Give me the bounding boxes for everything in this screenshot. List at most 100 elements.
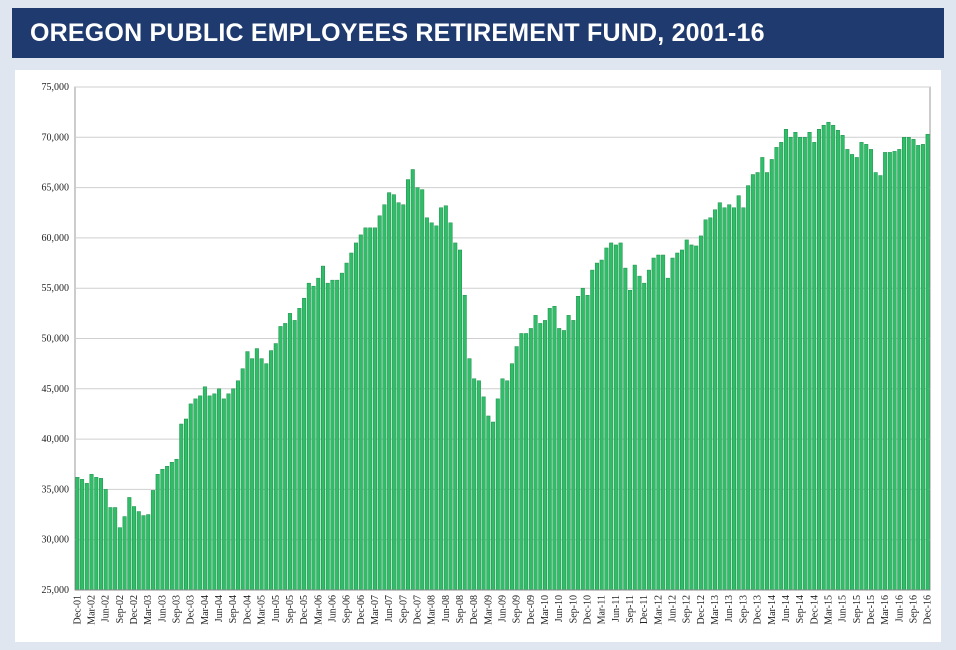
bar (703, 219, 708, 591)
bar (736, 195, 741, 591)
x-tick-label: Sep-10 (568, 595, 579, 623)
bar (165, 466, 170, 591)
bar (188, 403, 193, 591)
bar (292, 320, 297, 591)
bar (566, 315, 571, 591)
bar (221, 398, 226, 591)
bar (807, 132, 812, 591)
bar (117, 527, 122, 591)
bar (179, 423, 184, 591)
x-tick-label: Sep-14 (795, 595, 806, 623)
bar (514, 346, 519, 591)
bar (618, 242, 623, 591)
bar (283, 323, 288, 591)
bar (439, 207, 444, 591)
bar (467, 358, 472, 591)
bar (354, 242, 359, 591)
bar (854, 157, 859, 591)
bar (443, 205, 448, 591)
bar (873, 172, 878, 591)
bar (448, 222, 453, 591)
x-tick-label: Sep-06 (342, 595, 353, 623)
title-banner: OREGON PUBLIC EMPLOYEES RETIREMENT FUND,… (12, 8, 944, 58)
bar (108, 507, 113, 591)
bar (925, 134, 930, 591)
x-tick-label: Jun-13 (724, 595, 735, 622)
bar (651, 257, 656, 591)
x-tick-label: Mar-10 (540, 595, 551, 625)
x-tick-label: Sep-04 (228, 595, 239, 623)
bar (491, 421, 496, 591)
x-tick-label: Jun-07 (384, 595, 395, 622)
x-tick-label: Jun-02 (101, 595, 112, 622)
bar (174, 458, 179, 591)
x-tick-label: Mar-06 (313, 595, 324, 625)
bar (240, 368, 245, 591)
x-tick-label: Jun-14 (781, 595, 792, 622)
bar (98, 478, 103, 591)
bar (391, 194, 396, 591)
bar (462, 294, 467, 591)
x-tick-label: Sep-15 (852, 595, 863, 623)
x-tick-label: Jun-09 (498, 595, 509, 622)
x-tick-label: Sep-08 (455, 595, 466, 623)
bar (760, 157, 765, 591)
bar (892, 151, 897, 591)
bar (552, 306, 557, 591)
x-tick-label: Mar-15 (823, 595, 834, 625)
bar (902, 137, 907, 591)
x-tick-label: Mar-16 (880, 595, 891, 625)
bar (755, 172, 760, 591)
bar (377, 215, 382, 591)
bar (141, 515, 146, 591)
bar (155, 474, 160, 591)
bar (202, 386, 207, 591)
bar (571, 320, 576, 591)
chart-title: OREGON PUBLIC EMPLOYEES RETIREMENT FUND,… (30, 19, 765, 47)
bar (481, 396, 486, 591)
x-tick-label: Dec-16 (923, 595, 934, 624)
bar (746, 185, 751, 591)
y-tick-label: 35,000 (42, 484, 70, 495)
bar (306, 282, 311, 591)
x-tick-label: Mar-12 (653, 595, 664, 625)
bar (557, 328, 562, 591)
bar (198, 395, 203, 591)
y-tick-label: 40,000 (42, 434, 70, 445)
bar (604, 247, 609, 591)
bar (509, 363, 514, 591)
x-tick-label: Mar-03 (143, 595, 154, 625)
bar (812, 142, 817, 591)
bar (94, 477, 99, 591)
bar (254, 348, 259, 591)
bar (769, 159, 774, 591)
bar (415, 187, 420, 591)
bar (245, 351, 250, 591)
bar (401, 204, 406, 591)
bar (75, 477, 80, 591)
bar (731, 207, 736, 591)
bar (330, 279, 335, 591)
bar (434, 225, 439, 591)
bar (80, 479, 85, 591)
x-tick-label: Sep-09 (512, 595, 523, 623)
x-tick-label: Jun-06 (327, 595, 338, 622)
bar (661, 254, 666, 591)
bar (580, 287, 585, 591)
x-tick-label: Jun-12 (668, 595, 679, 622)
bar (453, 242, 458, 591)
x-tick-label: Dec-10 (583, 595, 594, 624)
bar (680, 249, 685, 591)
x-tick-label: Dec-11 (639, 595, 650, 624)
x-tick-label: Sep-12 (682, 595, 693, 623)
y-tick-label: 55,000 (42, 283, 70, 294)
bar (235, 380, 240, 591)
x-tick-label: Sep-02 (115, 595, 126, 623)
bar (793, 132, 798, 591)
bar (609, 242, 614, 591)
bar (722, 207, 727, 591)
bar (868, 149, 873, 591)
bar (368, 227, 373, 591)
bar (547, 308, 552, 591)
